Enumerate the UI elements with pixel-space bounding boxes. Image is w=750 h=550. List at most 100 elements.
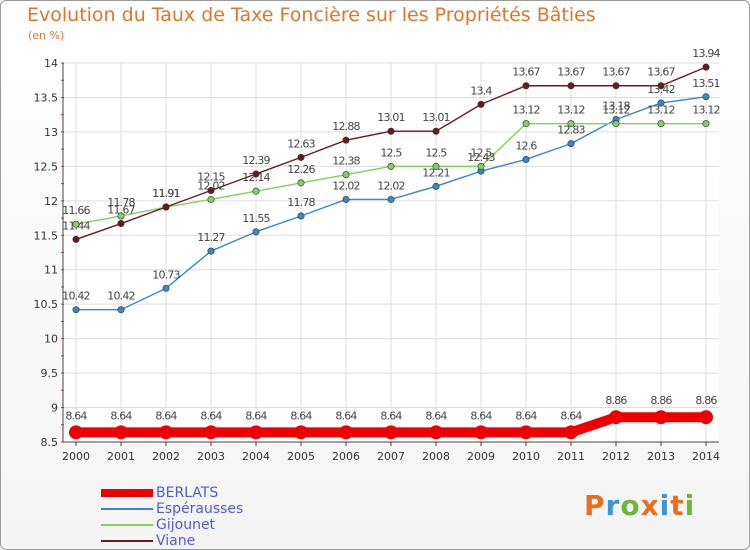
data-point bbox=[117, 306, 125, 314]
x-tick-label: 2007 bbox=[377, 450, 405, 463]
data-point bbox=[162, 284, 170, 292]
data-point bbox=[609, 410, 623, 425]
x-tick-label: 2004 bbox=[242, 450, 270, 463]
data-label: 8.64 bbox=[470, 409, 492, 422]
data-label: 12.14 bbox=[242, 171, 270, 184]
x-tick-label: 2000 bbox=[62, 450, 90, 463]
data-point bbox=[72, 306, 80, 314]
x-tick-label: 2005 bbox=[287, 450, 315, 463]
data-point bbox=[567, 140, 575, 148]
data-label: 12.02 bbox=[377, 179, 405, 192]
data-point bbox=[699, 410, 713, 425]
x-tick-label: 2008 bbox=[422, 450, 450, 463]
data-point bbox=[297, 153, 305, 161]
chart-title: Evolution du Taux de Taxe Foncière sur l… bbox=[27, 4, 596, 26]
data-label: 12.02 bbox=[197, 179, 225, 192]
data-point bbox=[612, 120, 620, 128]
data-point bbox=[612, 82, 620, 90]
data-point bbox=[702, 120, 710, 128]
data-point bbox=[522, 155, 530, 163]
data-label: 8.86 bbox=[695, 394, 717, 407]
data-label: 13.67 bbox=[557, 66, 585, 79]
data-label: 13.12 bbox=[512, 104, 540, 117]
data-point bbox=[657, 99, 665, 107]
data-label: 12.5 bbox=[425, 146, 447, 159]
data-label: 12.26 bbox=[287, 163, 315, 176]
data-point bbox=[207, 186, 215, 194]
y-tick-label: 13.5 bbox=[34, 91, 59, 104]
data-point bbox=[384, 425, 398, 440]
y-tick-label: 9 bbox=[51, 402, 58, 415]
legend-label: Espérausses bbox=[156, 501, 244, 517]
data-label: 8.64 bbox=[515, 409, 537, 422]
data-point bbox=[339, 425, 353, 440]
data-label: 8.64 bbox=[65, 409, 87, 422]
data-point bbox=[387, 162, 395, 170]
data-point bbox=[252, 228, 260, 236]
y-tick-label: 10.5 bbox=[34, 298, 59, 311]
data-point bbox=[69, 425, 83, 440]
data-label: 11.91 bbox=[152, 187, 180, 200]
proxiti-logo: Proxiti bbox=[584, 489, 696, 522]
data-label: 12.39 bbox=[242, 154, 270, 167]
data-point bbox=[654, 410, 668, 425]
data-label: 11.67 bbox=[107, 204, 135, 217]
y-tick-label: 11 bbox=[44, 264, 58, 277]
x-tick-label: 2009 bbox=[467, 450, 495, 463]
data-label: 12.83 bbox=[557, 124, 585, 137]
data-label: 12.5 bbox=[470, 146, 492, 159]
data-label: 11.78 bbox=[287, 196, 315, 209]
data-point bbox=[297, 179, 305, 187]
x-tick-label: 2011 bbox=[557, 450, 585, 463]
legend-swatch bbox=[101, 540, 153, 542]
data-label: 10.42 bbox=[107, 290, 135, 303]
data-point bbox=[477, 162, 485, 170]
data-point bbox=[252, 187, 260, 195]
legend-label: Gijounet bbox=[156, 517, 216, 533]
x-tick-label: 2010 bbox=[512, 450, 540, 463]
data-point bbox=[702, 63, 710, 71]
chart-legend: BERLATS Espérausses Gijounet Viane bbox=[101, 485, 321, 549]
x-tick-label: 2006 bbox=[332, 450, 360, 463]
data-point bbox=[294, 425, 308, 440]
data-label: 13.12 bbox=[602, 104, 630, 117]
data-point bbox=[252, 170, 260, 178]
data-point bbox=[117, 212, 125, 220]
data-label: 13.51 bbox=[692, 77, 720, 90]
data-label: 8.64 bbox=[560, 409, 582, 422]
legend-swatch bbox=[101, 508, 153, 510]
data-label: 13.12 bbox=[647, 104, 675, 117]
data-label: 8.64 bbox=[425, 409, 447, 422]
y-tick-label: 11.5 bbox=[34, 229, 59, 242]
data-label: 8.64 bbox=[200, 409, 222, 422]
data-point bbox=[657, 120, 665, 128]
data-point bbox=[432, 182, 440, 190]
data-label: 13.67 bbox=[512, 66, 540, 79]
data-point bbox=[114, 425, 128, 440]
x-tick-label: 2012 bbox=[602, 450, 630, 463]
data-point bbox=[387, 127, 395, 135]
data-label: 11.91 bbox=[152, 187, 180, 200]
data-label: 8.64 bbox=[290, 409, 312, 422]
y-tick-label: 12.5 bbox=[34, 160, 59, 173]
data-label: 8.86 bbox=[605, 394, 627, 407]
data-label: 13.01 bbox=[422, 111, 450, 124]
data-point bbox=[207, 247, 215, 255]
data-point bbox=[342, 136, 350, 144]
data-label: 11.44 bbox=[62, 219, 90, 232]
data-point bbox=[117, 220, 125, 228]
chart-unit-label: (en %) bbox=[28, 29, 65, 42]
data-label: 8.64 bbox=[155, 409, 177, 422]
data-label: 13.67 bbox=[647, 66, 675, 79]
x-tick-label: 2013 bbox=[647, 450, 675, 463]
data-point bbox=[207, 195, 215, 203]
data-label: 12.02 bbox=[332, 179, 360, 192]
data-label: 8.64 bbox=[245, 409, 267, 422]
data-label: 13.18 bbox=[602, 100, 630, 113]
data-label: 13.12 bbox=[557, 104, 585, 117]
data-label: 10.42 bbox=[62, 290, 90, 303]
data-label: 12.5 bbox=[380, 146, 402, 159]
data-point bbox=[522, 82, 530, 90]
data-point bbox=[567, 120, 575, 128]
legend-swatch bbox=[101, 524, 153, 526]
